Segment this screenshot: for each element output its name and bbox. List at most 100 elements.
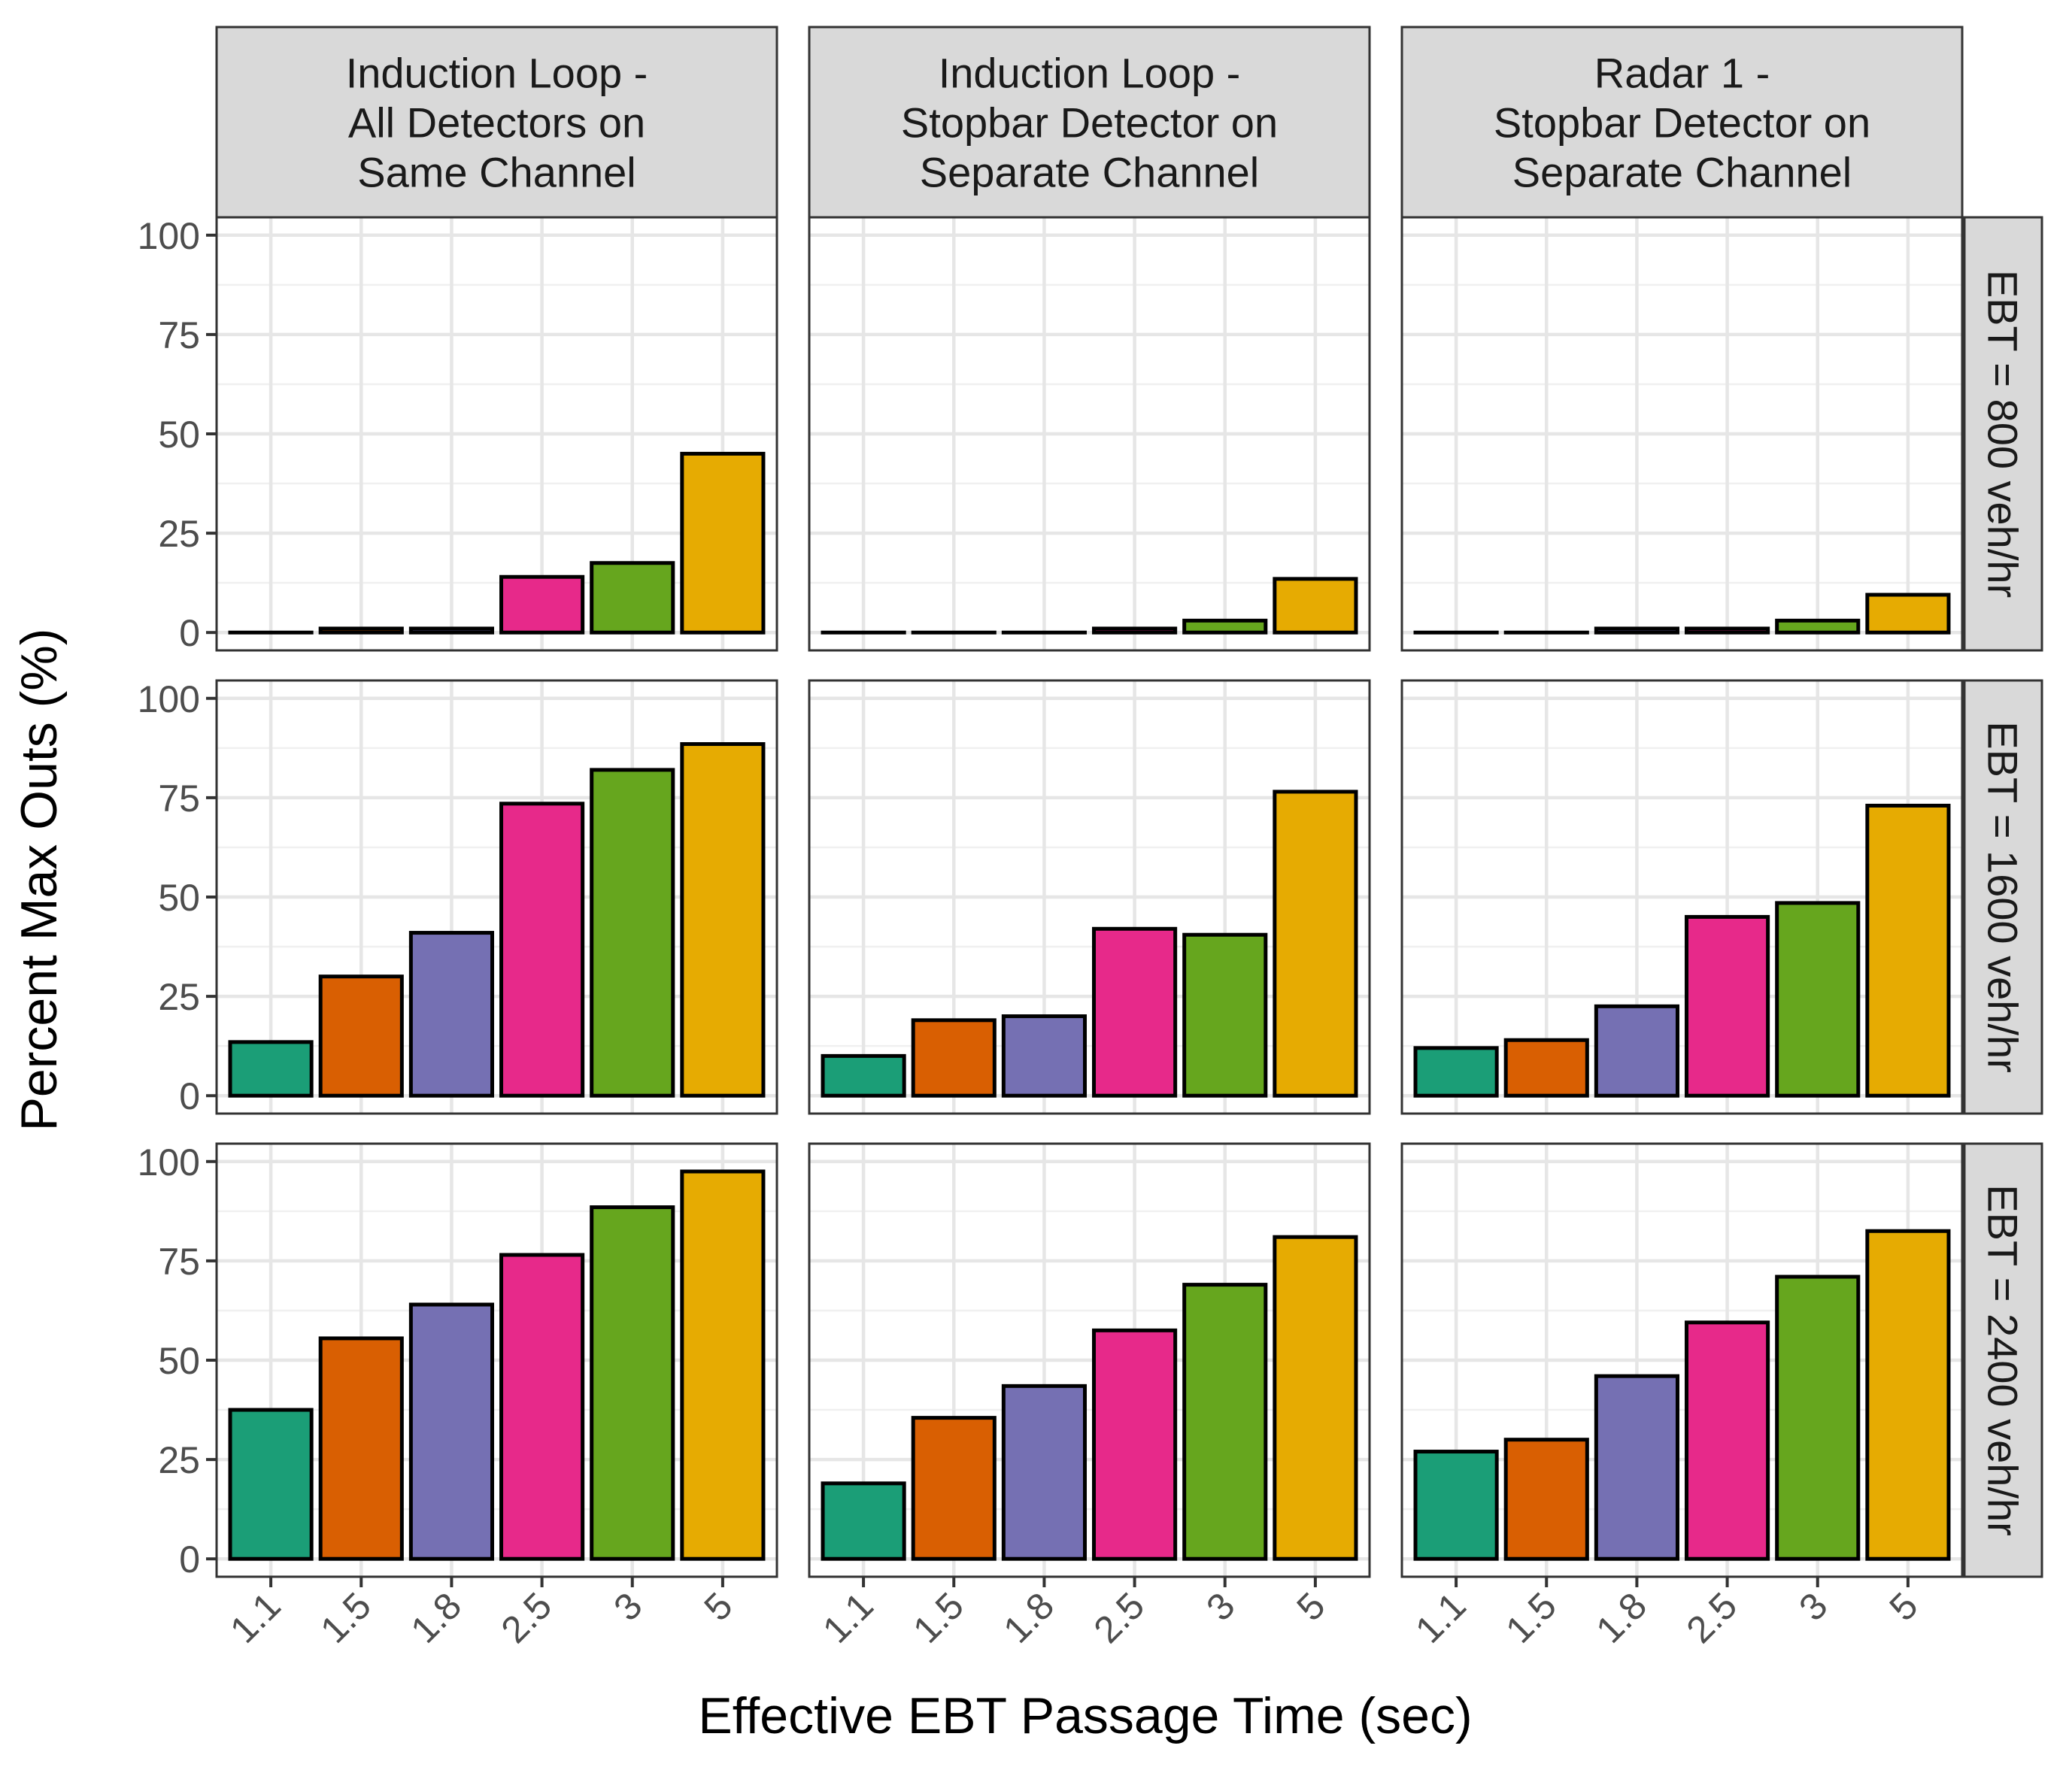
x-tick-label: 1.1 (815, 1584, 881, 1651)
panel (1400, 1142, 1964, 1578)
x-tick-label: 5 (1881, 1584, 1925, 1629)
y-axis: 0 25 50 75 100 (138, 215, 217, 654)
x-tick-label: 1.5 (905, 1584, 972, 1651)
bar (590, 561, 675, 635)
x-tick-label: 5 (1288, 1584, 1333, 1629)
bar (680, 742, 766, 1098)
y-tick-label: 50 (158, 877, 200, 919)
x-tick-label: 1.8 (402, 1584, 469, 1651)
bar (1775, 618, 1861, 635)
panel (808, 679, 1371, 1115)
bar (318, 626, 404, 635)
y-axis: 0 25 50 75 100 (138, 678, 217, 1117)
bar (1182, 932, 1268, 1098)
panel-border (808, 1142, 1371, 1578)
panel (1400, 679, 1964, 1115)
panel-border (808, 216, 1371, 652)
panel (808, 1142, 1371, 1578)
bar (1413, 1450, 1499, 1561)
column-strip-background (1400, 26, 1964, 219)
bar (1594, 1374, 1679, 1561)
bar (1685, 914, 1770, 1098)
panel-border (808, 679, 1371, 1115)
bar (1865, 593, 1951, 635)
bar (1503, 1038, 1589, 1098)
bar (680, 451, 766, 635)
bar (1182, 618, 1268, 635)
y-tick-label: 50 (158, 414, 200, 456)
row-strip-background (1963, 216, 2043, 652)
x-axis: 1.1 1.5 1.8 2.5 3 5 (1407, 1577, 1926, 1651)
bar (1001, 1384, 1087, 1561)
y-tick-label: 100 (138, 1141, 200, 1183)
panel (215, 1142, 778, 1578)
column-strip-label: Stopbar Detector on (1494, 99, 1870, 147)
bar (1775, 901, 1861, 1098)
bar (911, 1416, 997, 1561)
bar (1775, 1274, 1861, 1561)
row-strip: EBT = 800 veh/hr (1963, 216, 2043, 652)
x-tick-label: 5 (696, 1584, 740, 1629)
panel (1400, 216, 1964, 652)
column-strip-background (215, 26, 778, 219)
column-strip-label: Separate Channel (920, 149, 1259, 196)
bar (408, 931, 494, 1098)
bar (680, 1169, 766, 1561)
bar (1092, 1328, 1178, 1561)
y-tick-label: 0 (179, 612, 200, 654)
panel (215, 679, 778, 1115)
panel (808, 216, 1371, 652)
bar (1273, 577, 1358, 635)
panel (215, 216, 778, 652)
row-strip: EBT = 1600 veh/hr (1963, 679, 2043, 1115)
bar (499, 574, 585, 635)
y-tick-label: 75 (158, 314, 200, 356)
y-tick-label: 100 (138, 678, 200, 720)
bar (318, 1336, 404, 1561)
x-tick-label: 2.5 (493, 1584, 560, 1651)
bar (408, 1302, 494, 1561)
bar (1092, 626, 1178, 635)
y-tick-label: 25 (158, 1439, 200, 1481)
x-tick-label: 1.5 (312, 1584, 379, 1651)
y-tick-label: 75 (158, 1241, 200, 1283)
y-tick-label: 75 (158, 777, 200, 820)
bar (499, 802, 585, 1098)
column-strip-label: Radar 1 - (1594, 50, 1770, 97)
x-tick-label: 1.1 (222, 1584, 289, 1651)
x-axis: 1.1 1.5 1.8 2.5 3 5 (222, 1577, 741, 1651)
bar (499, 1253, 585, 1561)
bar (590, 1205, 675, 1561)
x-tick-label: 1.5 (1497, 1584, 1564, 1651)
x-tick-label: 2.5 (1086, 1584, 1153, 1651)
bar (1865, 1229, 1951, 1561)
row-strip-label: EBT = 1600 veh/hr (1979, 721, 2027, 1073)
column-strip-background (808, 26, 1371, 219)
x-tick-label: 1.8 (995, 1584, 1062, 1651)
bar (1182, 1283, 1268, 1561)
y-axis-title: Percent Max Outs (%) (11, 629, 68, 1132)
panel-border (1400, 1142, 1964, 1578)
bar (821, 1481, 906, 1561)
x-tick-label: 3 (1198, 1584, 1242, 1629)
x-axes: 1.1 1.5 1.8 2.5 3 5 1.1 1.5 1.8 2.5 3 5 1.1 1.5 1.8 2.5… (222, 1577, 1926, 1651)
x-tick-label: 2.5 (1679, 1584, 1746, 1651)
bar (228, 1040, 314, 1098)
bar (1413, 1046, 1499, 1098)
chart-panels (215, 216, 1964, 1578)
x-tick-label: 1.1 (1407, 1584, 1474, 1651)
row-strip: EBT = 2400 veh/hr (1963, 1142, 2043, 1578)
bar (1685, 1320, 1770, 1561)
row-strip-background (1963, 1142, 2043, 1578)
column-strip-label: Stopbar Detector on (901, 99, 1278, 147)
x-axis: 1.1 1.5 1.8 2.5 3 5 (815, 1577, 1333, 1651)
y-tick-label: 0 (179, 1538, 200, 1581)
bar (228, 1408, 314, 1561)
y-tick-label: 25 (158, 513, 200, 555)
bar (1594, 626, 1679, 635)
column-strip: Induction Loop -Stopbar Detector onSepar… (808, 26, 1371, 219)
bar (1685, 626, 1770, 635)
